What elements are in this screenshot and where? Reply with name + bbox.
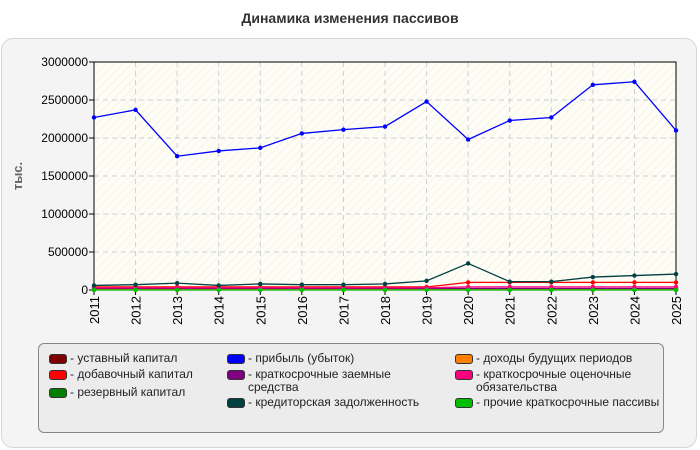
axes: 0 500000 1000000 1500000 2000000 2500000 30000… (41, 55, 684, 325)
data-point (299, 131, 305, 136)
data-point (258, 281, 263, 287)
y-tick-label: 0 (81, 283, 88, 297)
data-point (632, 280, 637, 285)
data-point (299, 282, 305, 287)
legend-swatch (227, 370, 245, 380)
data-point (424, 99, 429, 104)
legend-label: - кредиторская задолженность (248, 395, 420, 409)
data-point (258, 287, 263, 293)
x-tick-label: 2024 (627, 296, 642, 325)
data-point (507, 287, 512, 293)
legend-swatch (455, 370, 473, 380)
x-tick-label: 2015 (253, 296, 268, 325)
data-point (673, 280, 679, 285)
x-tick-label: 2012 (129, 296, 144, 325)
data-point (465, 287, 471, 293)
data-point (549, 287, 554, 293)
legend-label: - уставный капитал (70, 351, 178, 365)
data-point (590, 274, 596, 280)
data-point (216, 287, 221, 293)
y-tick-label: 1500000 (41, 169, 88, 183)
data-point (549, 115, 554, 120)
data-point (465, 280, 471, 285)
data-point (341, 282, 346, 287)
data-point (91, 115, 97, 120)
legend-swatch (455, 354, 473, 364)
data-point (258, 145, 263, 151)
data-point (133, 282, 138, 287)
data-point (133, 107, 138, 113)
data-point (382, 281, 388, 287)
chart-title: Динамика изменения пассивов (241, 10, 459, 26)
data-point (133, 287, 138, 293)
data-point (91, 287, 97, 293)
data-point (91, 283, 97, 288)
data-point (382, 287, 388, 293)
data-point (632, 273, 637, 278)
data-point (341, 127, 346, 132)
x-tick-label: 2011 (87, 296, 102, 324)
y-axis-label: тыс. (10, 162, 25, 190)
data-point (341, 287, 346, 293)
data-point (673, 271, 679, 277)
x-tick-label: 2020 (461, 296, 476, 325)
legend-label: - прочие краткосрочные пассивы (476, 395, 660, 409)
legend-label: - резервный капитал (70, 385, 186, 399)
x-tick-label: 2019 (420, 296, 435, 325)
y-tick-label: 1000000 (41, 207, 88, 221)
y-tick-label: 500000 (48, 245, 88, 259)
data-point (465, 261, 471, 266)
data-point (549, 279, 554, 284)
data-point (673, 287, 679, 293)
x-tick-label: 2014 (212, 296, 227, 325)
x-tick-label: 2017 (336, 296, 351, 325)
data-point (590, 287, 596, 293)
data-point (382, 124, 388, 129)
series-5 (91, 261, 679, 288)
y-tick-label: 2000000 (41, 131, 88, 145)
data-point (590, 82, 596, 88)
legend-label: - краткосрочные оценочные обязательства (476, 367, 632, 394)
legend: - уставный капитал - добавочный капитал - … (38, 343, 664, 433)
data-point (174, 280, 180, 286)
data-point (174, 287, 180, 293)
grid (94, 61, 676, 290)
data-point (424, 287, 429, 293)
data-point (299, 287, 305, 293)
legend-swatch (227, 398, 245, 408)
data-point (673, 128, 679, 133)
legend-swatch (49, 388, 67, 398)
data-point (632, 287, 637, 293)
legend-swatch (49, 354, 67, 364)
legend-label: - доходы будущих периодов (476, 351, 633, 365)
legend-label: - добавочный капитал (70, 367, 193, 381)
series-8 (91, 287, 679, 293)
x-tick-label: 2022 (544, 296, 559, 325)
data-point (465, 137, 471, 142)
series-3 (91, 79, 679, 159)
data-point (174, 154, 180, 159)
x-tick-label: 2025 (669, 296, 684, 325)
data-point (590, 280, 596, 285)
x-tick-label: 2023 (586, 296, 601, 325)
data-point (216, 148, 221, 154)
legend-label: - краткосрочные заемные средства (248, 367, 391, 394)
x-tick-label: 2018 (378, 296, 393, 325)
series-lines (91, 79, 679, 293)
y-tick-label: 2500000 (41, 93, 88, 107)
data-point (632, 79, 637, 84)
y-tick-label: 3000000 (41, 55, 88, 69)
data-point (424, 278, 429, 284)
legend-swatch (227, 354, 245, 364)
legend-swatch (455, 398, 473, 408)
x-tick-label: 2016 (295, 296, 310, 325)
data-point (507, 279, 512, 284)
data-point (216, 283, 221, 288)
legend-swatch (49, 370, 67, 380)
legend-label: - прибыль (убыток) (248, 351, 355, 365)
x-tick-label: 2021 (503, 296, 518, 325)
data-point (507, 118, 512, 123)
x-tick-label: 2013 (170, 296, 185, 325)
